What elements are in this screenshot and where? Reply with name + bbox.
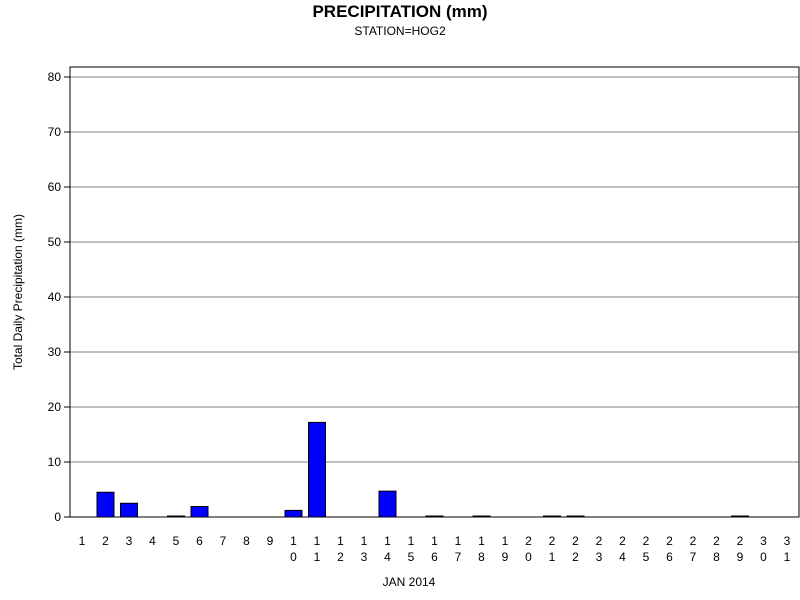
chart-title: PRECIPITATION (mm)	[312, 2, 487, 21]
x-tick-label: 1	[79, 534, 86, 548]
x-tick-label: 7	[220, 534, 227, 548]
x-tick-label: 4	[149, 534, 156, 548]
chart-subtitle: STATION=HOG2	[354, 24, 446, 38]
bar	[120, 502, 138, 518]
x-tick-label: 9	[267, 534, 274, 548]
bar	[190, 506, 209, 518]
bar	[308, 421, 326, 518]
x-tick-label: 2	[102, 534, 109, 548]
x-tick-label: 3	[126, 534, 133, 548]
gridlines	[70, 76, 799, 463]
x-axis-label: JAN 2014	[383, 575, 436, 589]
y-tick-label: 10	[48, 455, 62, 469]
x-tick-label: 8	[243, 534, 250, 548]
y-axis-label: Total Daily Precipitation (mm)	[11, 214, 25, 370]
x-axis: 1 2 3 4 5 6 7 8 9 1 01 11 21 31 41 51 61 71 81 92 02 12 22 32 42…	[79, 534, 791, 564]
y-tick-label: 50	[48, 235, 62, 249]
plot-frame	[69, 66, 800, 518]
y-tick-label: 80	[48, 70, 62, 84]
x-tick-label: 5	[173, 534, 180, 548]
y-axis: 0 10 20 30 40 50 60 70 80	[48, 70, 70, 524]
bar	[284, 509, 303, 518]
y-tick-label: 0	[54, 510, 61, 524]
x-tick-label: 6	[196, 534, 203, 548]
y-tick-label: 60	[48, 180, 62, 194]
bars	[96, 421, 749, 518]
bar	[96, 491, 115, 518]
y-tick-label: 70	[48, 125, 62, 139]
y-tick-label: 20	[48, 400, 62, 414]
bar	[378, 490, 397, 518]
y-tick-label: 40	[48, 290, 62, 304]
y-tick-label: 30	[48, 345, 62, 359]
